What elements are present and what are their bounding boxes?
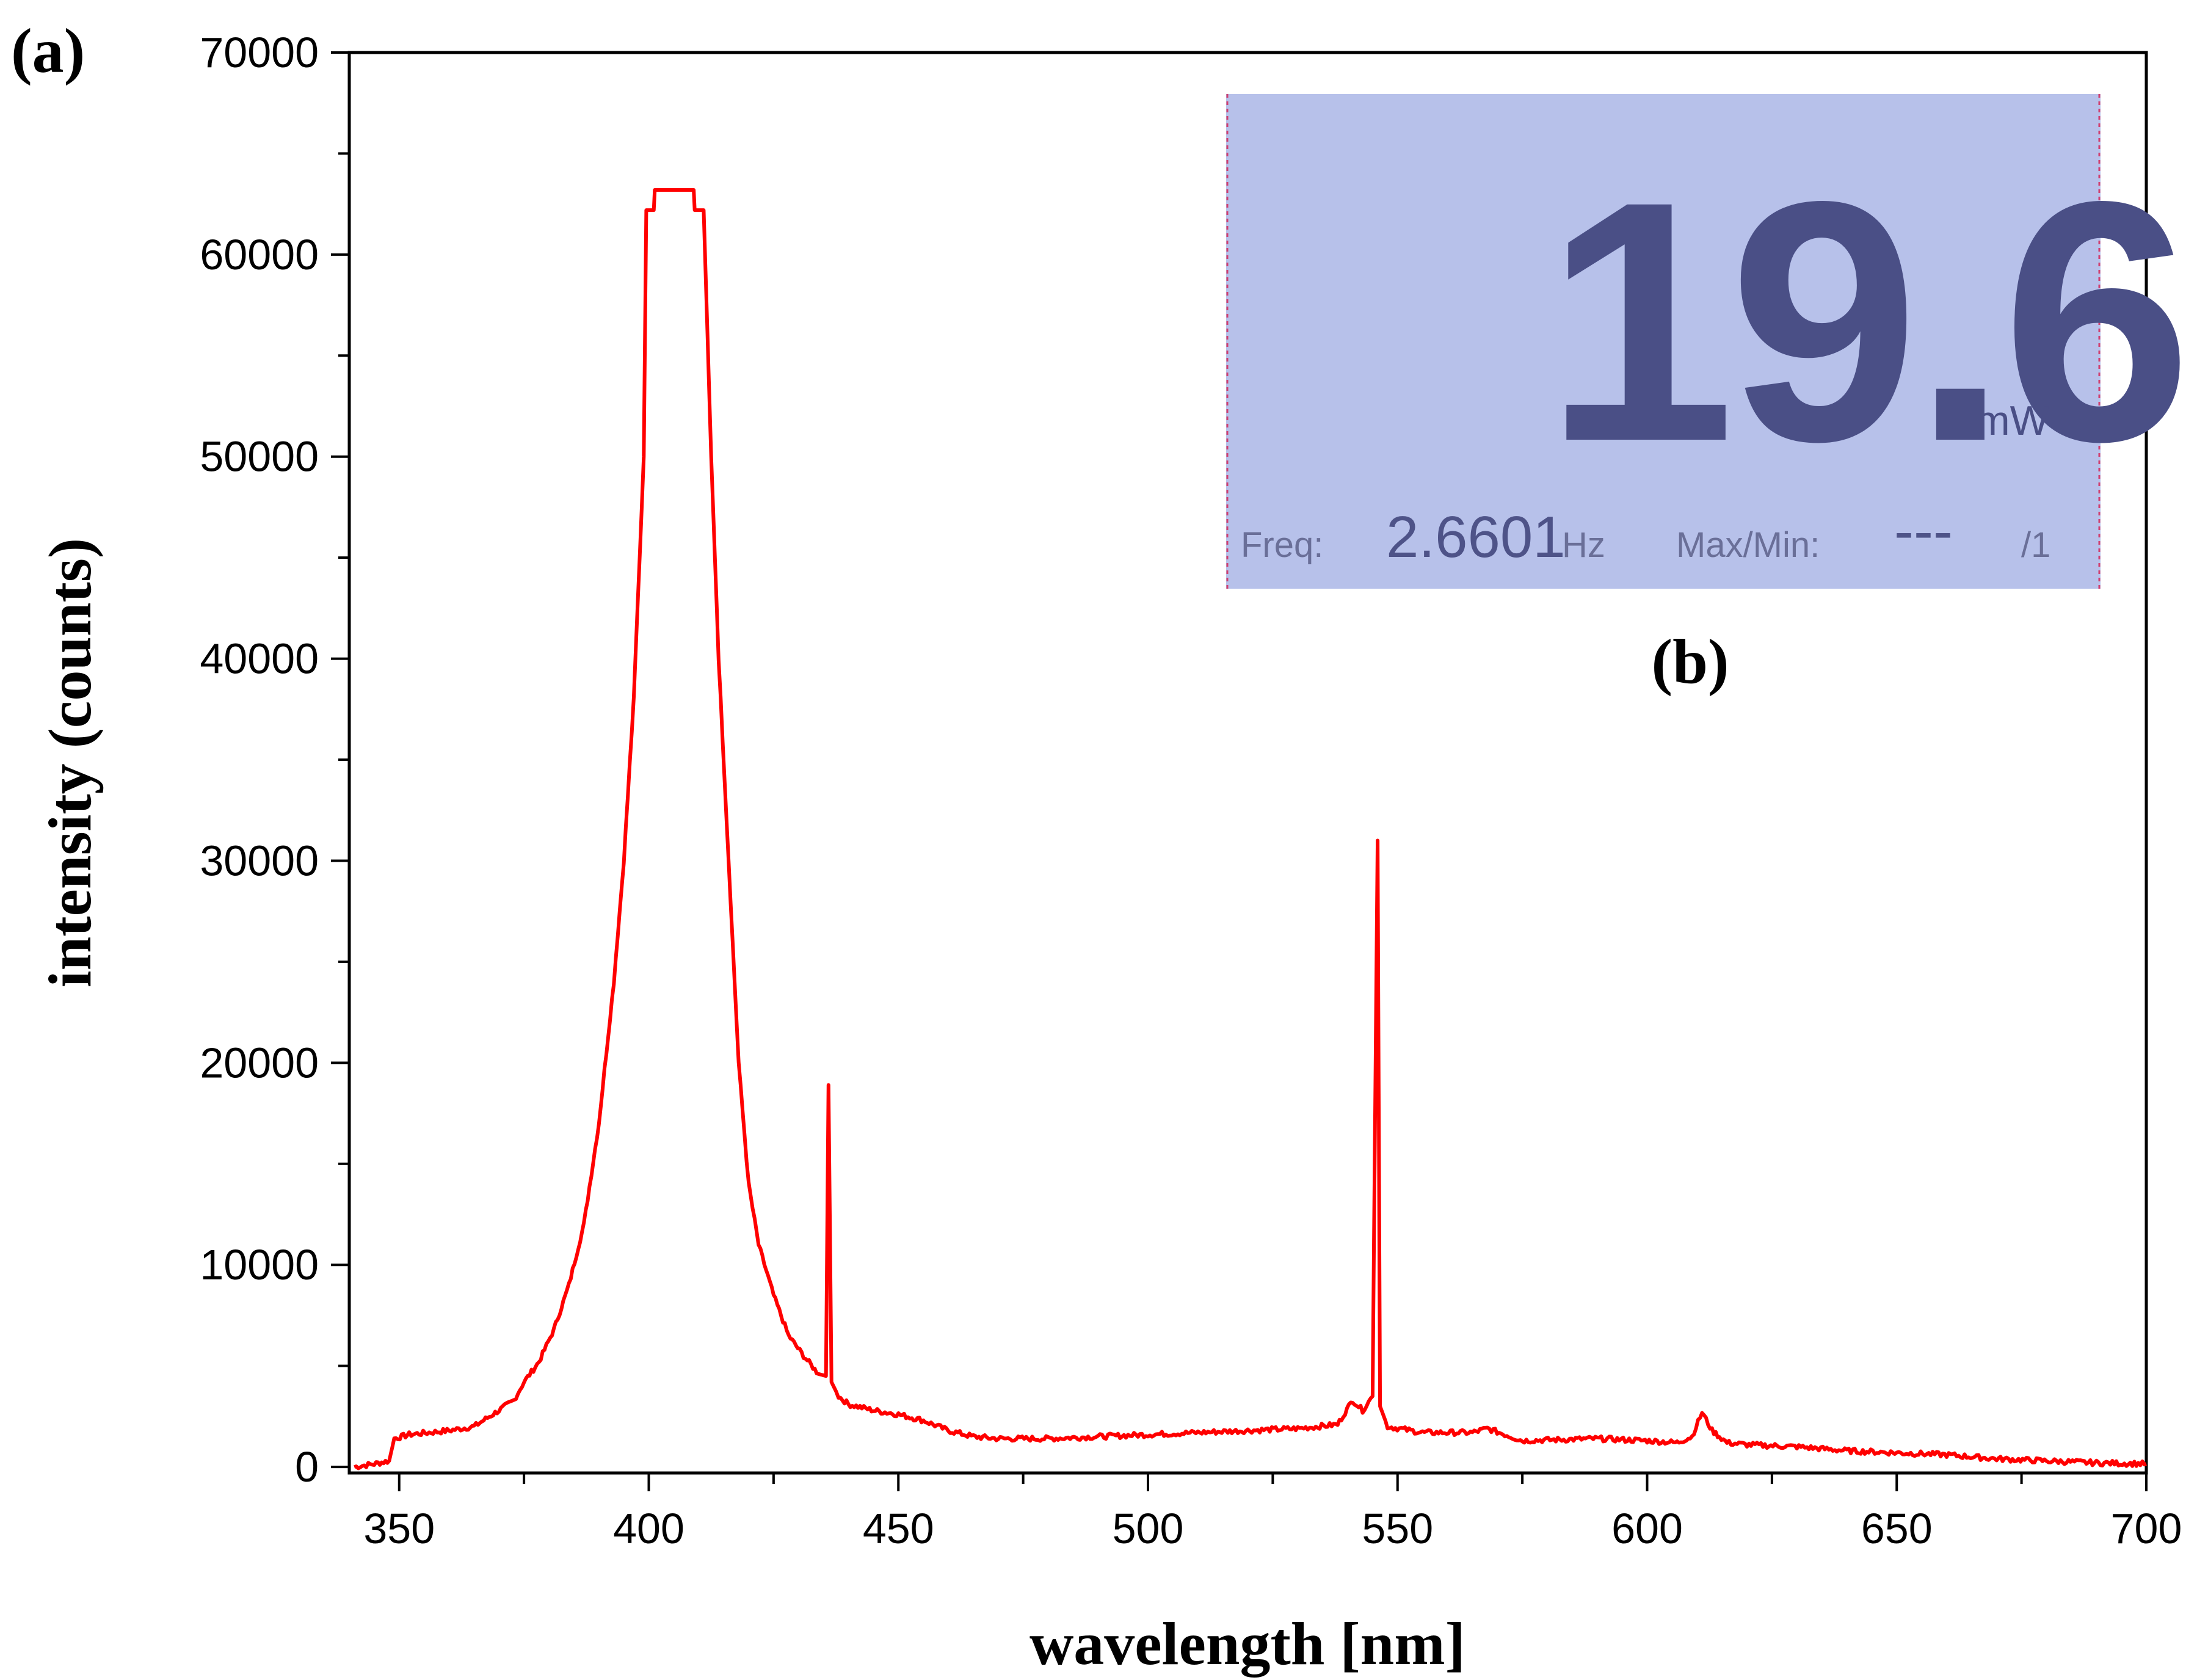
y-tick-label: 70000 xyxy=(200,29,319,76)
y-tick-label: 50000 xyxy=(200,433,319,481)
y-axis-ticks xyxy=(331,51,349,1469)
x-tick-label: 700 xyxy=(2111,1505,2182,1552)
x-tick-label: 450 xyxy=(863,1505,934,1552)
y-tick-label: 40000 xyxy=(200,635,319,683)
x-tick-label: 650 xyxy=(1861,1505,1933,1552)
x-tick-label: 550 xyxy=(1362,1505,1433,1552)
lcd-highlight xyxy=(1226,94,2101,589)
lcd-maxmin-value: --- xyxy=(1894,498,1953,564)
lcd-maxmin-label: Max/Min: xyxy=(1676,525,1820,565)
y-tick-label: 60000 xyxy=(200,231,319,278)
x-tick-label: 350 xyxy=(363,1505,435,1552)
y-tick-label: 20000 xyxy=(200,1039,319,1086)
y-tick-label: 30000 xyxy=(200,837,319,884)
y-axis-tick-labels: 0 10000 20000 30000 40000 50000 60000 70000 xyxy=(200,29,319,1491)
x-tick-label: 600 xyxy=(1611,1505,1683,1552)
lcd-freq-label: Freq: xyxy=(1241,525,1323,565)
lcd-power-reading: 19.6 xyxy=(1545,130,2186,512)
panel-label-a: (a) xyxy=(11,16,85,86)
x-tick-label: 400 xyxy=(613,1505,685,1552)
x-axis-title: wavelength [nm] xyxy=(1030,1610,1465,1678)
lcd-power-unit: mW xyxy=(1975,398,2049,444)
x-tick-label: 500 xyxy=(1113,1505,1184,1552)
y-tick-label: 0 xyxy=(295,1443,319,1491)
y-tick-label: 10000 xyxy=(200,1241,319,1289)
lcd-maxmin-suffix: /1 xyxy=(2021,525,2050,565)
panel-label-b: (b) xyxy=(1651,627,1729,697)
inset-power-meter: 19.6 mW Freq: 2.6601 Hz Max/Min: --- /1 xyxy=(1226,94,2192,589)
x-axis-tick-labels: 350 400 450 500 550 600 650 700 xyxy=(363,1505,2182,1552)
plot-frame xyxy=(347,51,2148,1475)
x-axis-ticks xyxy=(398,1473,2148,1491)
lcd-screen xyxy=(1226,94,2101,589)
y-axis-title: intensity (counts) xyxy=(36,538,104,987)
lcd-freq-value: 2.6601 xyxy=(1386,504,1566,570)
lcd-freq-unit: Hz xyxy=(1562,525,1605,565)
series-line-spectrum xyxy=(354,188,2147,1471)
